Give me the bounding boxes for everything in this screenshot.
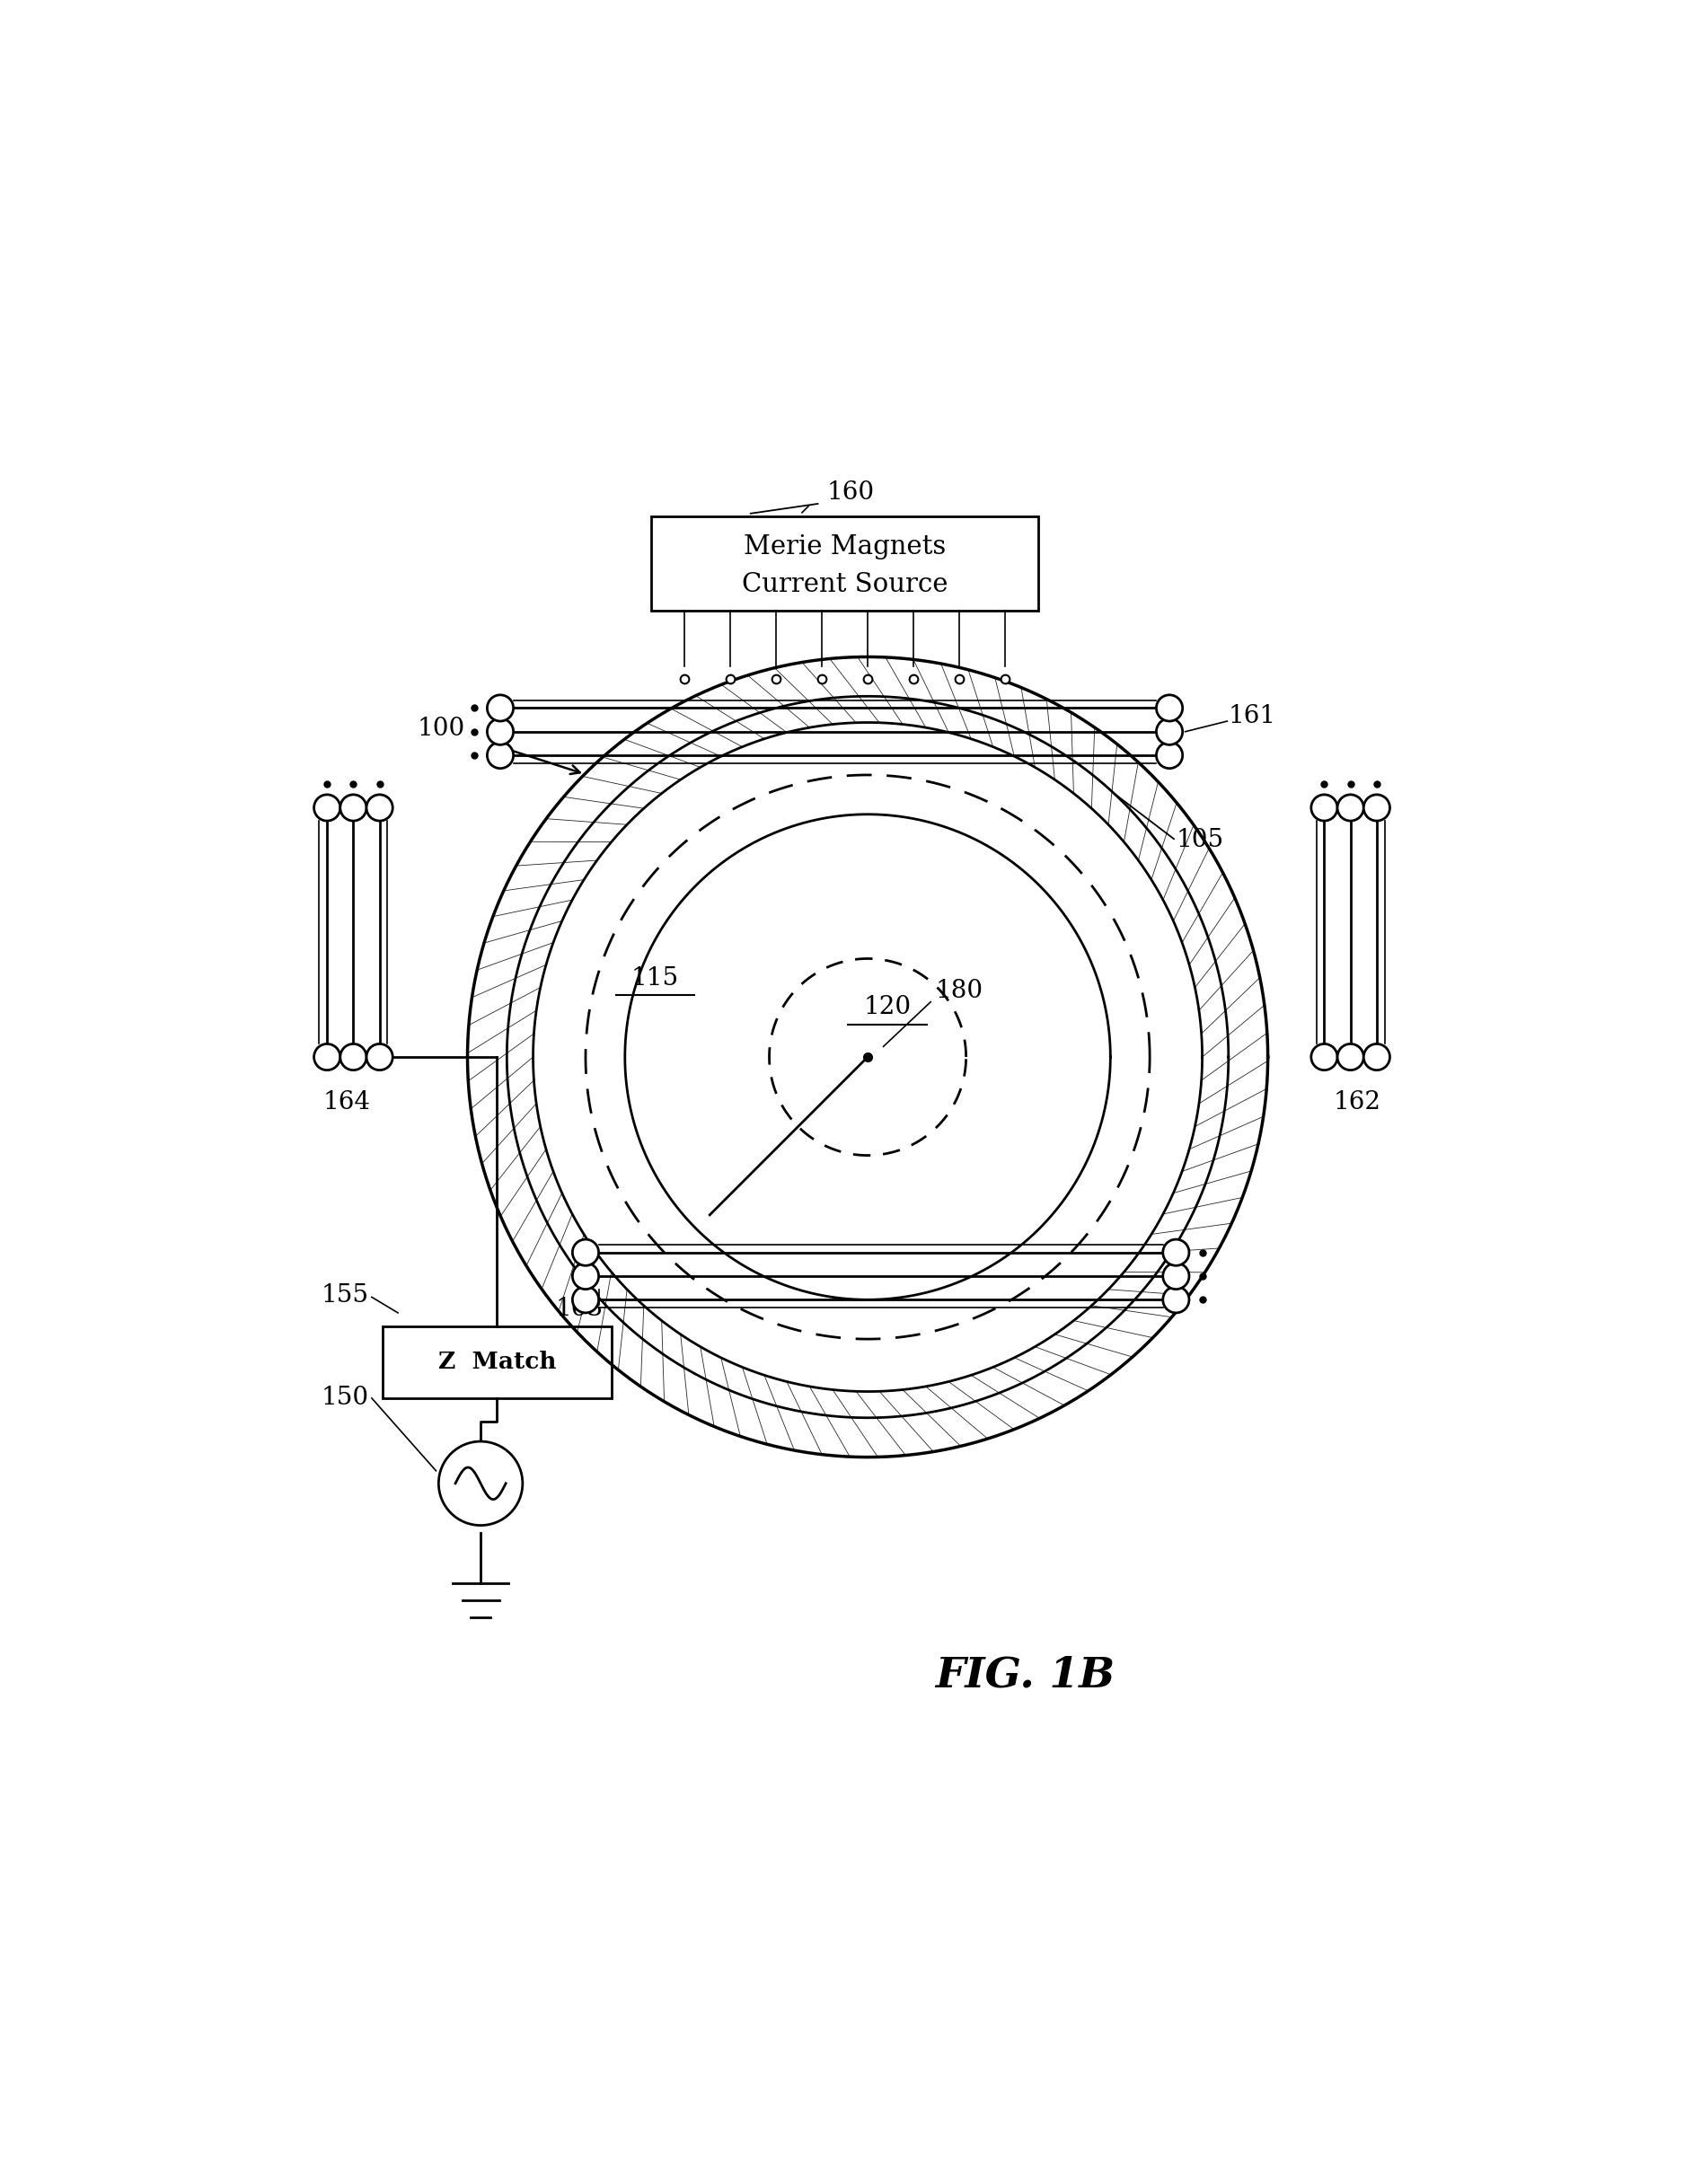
- Text: 120: 120: [863, 996, 911, 1020]
- Circle shape: [1337, 795, 1363, 821]
- Circle shape: [488, 719, 513, 745]
- Text: 161: 161: [1229, 703, 1277, 727]
- Circle shape: [438, 1441, 523, 1524]
- Bar: [652, 515, 1038, 612]
- Text: Merie Magnets: Merie Magnets: [743, 535, 946, 559]
- Circle shape: [488, 743, 513, 769]
- Circle shape: [1156, 719, 1182, 745]
- Text: Z  Match: Z Match: [438, 1350, 555, 1374]
- Circle shape: [1156, 743, 1182, 769]
- Circle shape: [572, 1286, 599, 1313]
- Circle shape: [488, 695, 513, 721]
- Text: 163: 163: [555, 1297, 603, 1321]
- Circle shape: [1163, 1238, 1188, 1265]
- Circle shape: [1163, 1286, 1188, 1313]
- Text: FIG. 1B: FIG. 1B: [935, 1655, 1116, 1695]
- Circle shape: [366, 1044, 393, 1070]
- Circle shape: [313, 1044, 340, 1070]
- Circle shape: [572, 1262, 599, 1289]
- Bar: [383, 1326, 611, 1398]
- Circle shape: [366, 795, 393, 821]
- Circle shape: [1163, 1262, 1188, 1289]
- Circle shape: [313, 795, 340, 821]
- Circle shape: [1363, 1044, 1390, 1070]
- Circle shape: [572, 1238, 599, 1265]
- Circle shape: [1337, 1044, 1363, 1070]
- Text: 115: 115: [631, 965, 679, 989]
- Circle shape: [1363, 795, 1390, 821]
- Text: 180: 180: [936, 978, 984, 1002]
- Text: 162: 162: [1334, 1090, 1381, 1114]
- Text: 100: 100: [418, 716, 466, 740]
- Circle shape: [1310, 795, 1337, 821]
- Text: Current Source: Current Source: [742, 572, 948, 596]
- Text: 105: 105: [1177, 828, 1224, 852]
- Circle shape: [1310, 1044, 1337, 1070]
- Text: 155: 155: [322, 1284, 369, 1308]
- Text: 150: 150: [322, 1387, 369, 1411]
- Circle shape: [340, 1044, 366, 1070]
- Text: 160: 160: [826, 480, 875, 505]
- Circle shape: [1156, 695, 1182, 721]
- Text: 164: 164: [323, 1090, 371, 1114]
- Circle shape: [340, 795, 366, 821]
